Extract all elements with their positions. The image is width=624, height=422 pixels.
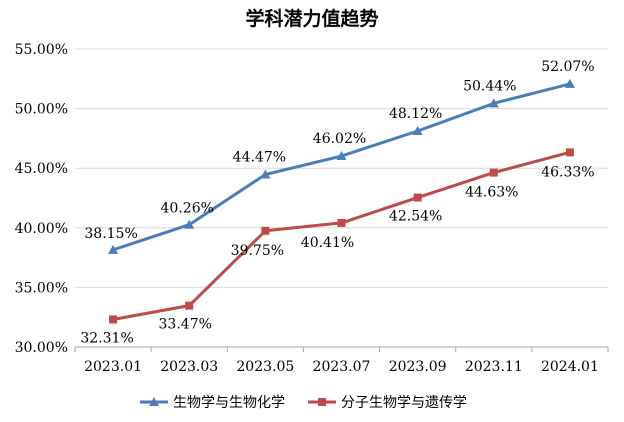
y-tick-label: 55.00% [15,42,68,58]
x-tick-label: 2023.11 [465,359,523,375]
legend-label: 生物学与生物化学 [173,395,285,411]
series-1-point [337,218,346,227]
data-label: 44.47% [233,150,286,166]
series-0-point [488,98,499,108]
legend-label: 分子生物学与遗传学 [341,395,467,411]
data-label: 40.26% [161,201,214,217]
x-tick-label: 2023.01 [84,359,142,375]
data-label: 39.75% [231,243,284,259]
chart-title: 学科潜力值趋势 [245,7,378,30]
x-tick-label: 2023.03 [160,359,218,375]
axes: 30.00% 35.00% 40.00% 45.00% 50.00% 55.00% 2023… [15,42,609,375]
series-1-point [185,301,194,310]
legend: 生物学与生物化学 分子生物学与遗传学 [140,395,467,411]
data-label: 38.15% [84,226,137,242]
data-label: 33.47% [159,317,212,333]
data-label: 40.41% [301,235,354,251]
series-0-point [108,244,119,254]
series-0-point [412,126,423,136]
series-1-point [489,168,498,177]
series-0-point [336,151,347,161]
series-0-point [564,78,575,88]
data-label: 32.31% [80,330,133,346]
legend-swatch-marker [318,398,326,406]
data-label: 50.44% [463,78,516,94]
y-tick-label: 35.00% [15,280,68,296]
data-label: 44.63% [465,185,518,201]
series-0-point [260,169,271,179]
data-label: 46.02% [313,131,366,147]
gridlines [75,48,608,288]
series-group [108,78,575,324]
data-label: 42.54% [389,209,442,225]
y-tick-label: 45.00% [15,161,68,177]
data-label: 52.07% [541,59,594,75]
series-1-point [109,315,118,324]
x-tick-label: 2024.01 [541,359,599,375]
series-1-point [261,226,270,235]
series-0-point [184,219,195,229]
y-tick-label: 40.00% [15,221,68,237]
x-tick-label: 2023.05 [236,359,294,375]
x-tick-label: 2023.07 [313,359,371,375]
y-tick-label: 50.00% [15,102,68,118]
legend-swatch-marker [149,397,159,406]
series-1-point [565,148,574,157]
x-tick-label: 2023.09 [389,359,447,375]
data-label: 48.12% [389,106,442,122]
data-label: 46.33% [541,164,594,180]
data-labels: 38.15% 40.26% 44.47% 46.02% 48.12% 50.44% 52.0… [80,59,594,347]
series-1-point [413,193,422,202]
y-tick-label: 30.00% [15,340,68,356]
